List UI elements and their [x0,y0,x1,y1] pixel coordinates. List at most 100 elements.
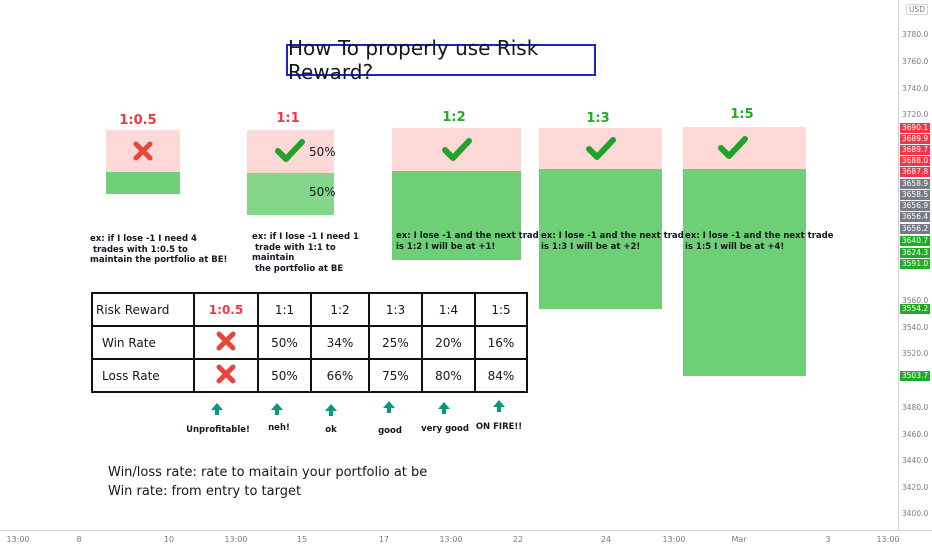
risk-reward-table: Risk Reward 1:0.5 1:1 1:2 1:3 1:4 1:5 Wi… [91,292,528,393]
table-row: Loss Rate 50% 66% 75% 80% 84% [91,358,528,393]
table-row: Risk Reward 1:0.5 1:1 1:2 1:3 1:4 1:5 [91,292,528,327]
time-tick: 13:00 [6,535,30,544]
table-cell [193,358,259,393]
verdict-label: Unprofitable! [186,425,250,435]
row-label: Loss Rate [91,358,195,393]
price-tick: 3400.0 [902,509,929,518]
footer-line-2: Win rate: from entry to target [108,484,302,499]
table-cell: 66% [310,358,370,393]
price-tick: 3760.0 [902,57,929,66]
arrow-up-icon [383,401,395,413]
time-tick: 22 [512,535,524,544]
table-header-cell: 1:0.5 [193,292,259,327]
risk-zone[interactable] [392,128,521,171]
price-tick: 3420.0 [902,483,929,492]
price-tag: 3689.7 [900,145,930,155]
price-tag: 3503.7 [900,371,930,381]
price-tag: 3554.2 [900,304,930,314]
verdict-label: neh! [268,423,290,433]
reward-zone[interactable]: ex: I lose -1 and the next trade is 1:3 … [539,169,690,309]
table-row: Win Rate 50% 34% 25% 20% 16% [91,325,528,360]
verdict-label: very good [421,424,469,434]
time-tick: 17 [378,535,390,544]
checkmark-icon [585,136,616,160]
time-axis[interactable]: 13:00 8 10 13:00 15 17 13:00 22 24 13:00… [0,530,932,551]
price-tag: 3656.2 [900,224,930,234]
price-tick: 3440.0 [902,456,929,465]
time-tick: Mar [731,535,747,544]
example-note: ex: if I lose -1 I need 4 trades with 1:… [90,234,228,265]
risk-zone[interactable] [683,127,806,169]
table-cell: 34% [310,325,370,360]
price-tag: 3591.0 [900,259,930,269]
time-tick: 13:00 [662,535,686,544]
price-tick: 3480.0 [902,403,929,412]
time-tick: 13:00 [876,535,900,544]
table-header-cell: 1:3 [368,292,423,327]
time-tick: 10 [163,535,175,544]
price-tag: 3656.9 [900,201,930,211]
price-tag: 3688.0 [900,156,930,166]
table-header-cell: 1:2 [310,292,370,327]
price-tick: 3740.0 [902,84,929,93]
example-note: ex: I lose -1 and the next trade is 1:2 … [396,231,545,252]
cross-icon [216,364,236,384]
ratio-label: 1:5 [730,107,754,122]
price-tick: 3560.0 [902,296,929,305]
table-cell: 75% [368,358,423,393]
ratio-label: 1:3 [586,111,610,126]
verdict-label: ON FIRE!! [475,422,523,432]
price-tag: 3689.9 [900,134,930,144]
arrow-up-icon [493,400,505,412]
table-cell: 84% [474,358,528,393]
example-note: ex: if I lose -1 I need 1 trade with 1:1… [252,232,359,274]
table-cell: 50% [257,325,312,360]
table-header-cell: 1:4 [421,292,476,327]
table-cell: 50% [257,358,312,393]
reward-zone[interactable] [106,172,180,194]
price-axis[interactable]: USD 3780.0 3760.0 3740.0 3720.0 3560.0 3… [898,0,932,530]
cross-icon [133,141,153,161]
table-cell: 20% [421,325,476,360]
risk-zone[interactable]: 50% [247,130,336,173]
price-tag: 3640.7 [900,236,930,246]
price-tag: 3658.5 [900,190,930,200]
ratio-label: 1:0.5 [119,113,157,128]
price-tick: 3520.0 [902,349,929,358]
price-tick: 3720.0 [902,110,929,119]
win-percent: 50% [309,145,336,159]
table-header-cell: 1:1 [257,292,312,327]
price-tick: 3460.0 [902,430,929,439]
price-tick: 3540.0 [902,323,929,332]
table-cell [193,325,259,360]
table-cell: 16% [474,325,528,360]
price-tag: 3658.9 [900,179,930,189]
reward-zone[interactable]: ex: I lose -1 and the next trade is 1:5 … [683,169,834,376]
loss-percent: 50% [309,185,336,199]
time-tick: 13:00 [439,535,463,544]
price-tag: 3656.4 [900,212,930,222]
verdict-label: ok [325,425,337,435]
price-tag: 3690.1 [900,123,930,133]
example-note: ex: I lose -1 and the next trade is 1:3 … [541,231,690,252]
row-label: Win Rate [91,325,195,360]
table-cell: 80% [421,358,476,393]
cross-icon [216,331,236,351]
time-tick: 24 [600,535,612,544]
example-note: ex: I lose -1 and the next trade is 1:5 … [685,231,834,252]
reward-zone[interactable]: ex: I lose -1 and the next trade is 1:2 … [392,171,545,260]
time-tick: 3 [825,535,831,544]
time-tick: 15 [296,535,308,544]
table-header-cell: Risk Reward [91,292,195,327]
checkmark-icon [717,136,748,159]
checkmark-icon [275,139,305,162]
reward-zone[interactable]: 50% [247,173,336,215]
risk-zone[interactable] [106,130,180,172]
risk-zone[interactable] [539,128,662,169]
table-header-cell: 1:5 [474,292,528,327]
table-cell: 25% [368,325,423,360]
currency-label[interactable]: USD [906,4,929,15]
ratio-label: 1:1 [276,111,300,126]
price-tag: 3687.8 [900,167,930,177]
price-tag: 3624.3 [900,248,930,258]
